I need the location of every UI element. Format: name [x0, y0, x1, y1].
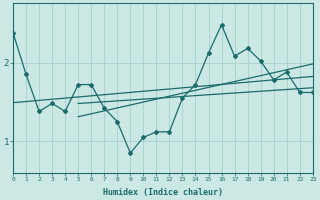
- X-axis label: Humidex (Indice chaleur): Humidex (Indice chaleur): [103, 188, 223, 197]
